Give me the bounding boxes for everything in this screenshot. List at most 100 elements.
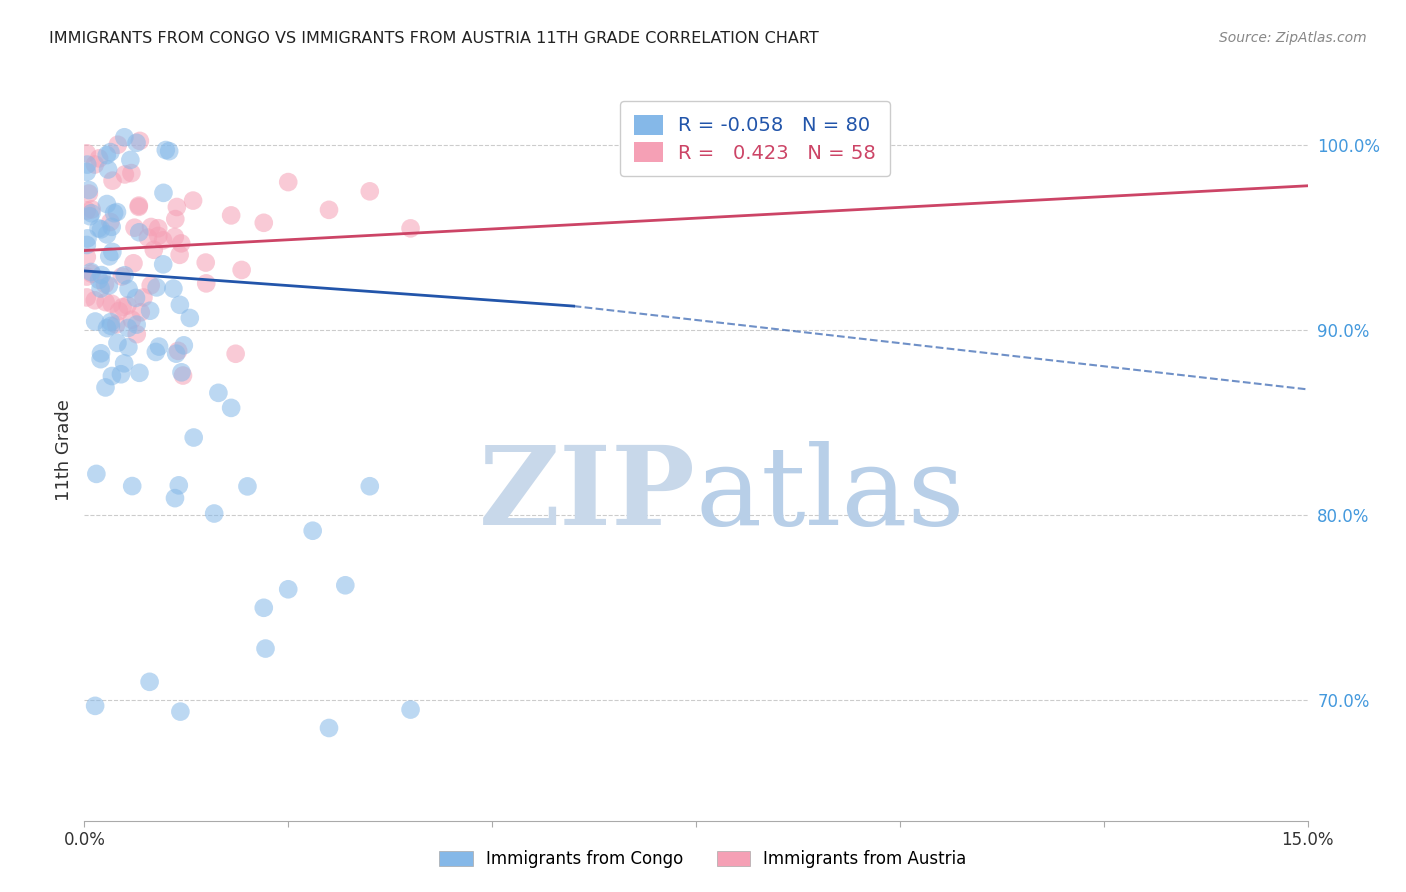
Point [128,134,150,148]
Point [202,507,225,521]
Point [165,212,187,227]
Point [90,268,112,282]
Point [132,290,155,304]
Point [101,174,124,188]
Point [87,221,110,235]
Point [148,228,170,243]
Point [195,277,218,291]
Point [121,479,143,493]
Point [165,346,187,360]
Point [169,298,191,312]
Point [101,244,124,259]
Point [277,175,299,189]
Text: atlas: atlas [696,442,966,549]
Point [96,197,118,211]
Point [145,280,167,294]
Point [94,295,117,310]
Point [138,674,160,689]
Point [155,143,177,157]
Point [76,290,98,304]
Point [105,205,128,219]
Point [76,158,98,172]
Point [76,203,98,218]
Point [142,243,165,257]
Point [152,233,174,247]
Point [301,524,323,538]
Point [152,257,174,271]
Point [94,277,117,292]
Point [359,185,381,199]
Point [96,227,118,242]
Point [117,298,139,312]
Text: Source: ZipAtlas.com: Source: ZipAtlas.com [1219,31,1367,45]
Point [236,479,259,493]
Point [100,219,122,234]
Point [163,230,186,244]
Point [79,209,101,223]
Point [80,267,103,281]
Point [129,305,152,319]
Point [87,152,110,166]
Point [90,222,112,236]
Point [162,282,184,296]
Point [100,315,122,329]
Point [96,148,118,162]
Point [76,238,98,252]
Point [399,221,422,235]
Point [125,327,148,342]
Point [94,380,117,394]
Point [169,248,191,262]
Point [77,186,100,201]
Point [120,166,142,180]
Text: IMMIGRANTS FROM CONGO VS IMMIGRANTS FROM AUSTRIA 11TH GRADE CORRELATION CHART: IMMIGRANTS FROM CONGO VS IMMIGRANTS FROM… [49,31,818,46]
Point [207,385,229,400]
Point [139,219,162,234]
Point [145,345,167,359]
Point [83,157,105,171]
Point [80,206,103,220]
Point [399,703,422,717]
Point [112,130,135,145]
Point [100,145,122,160]
Point [111,300,134,314]
Point [107,137,129,152]
Point [84,314,107,328]
Point [194,255,217,269]
Point [121,312,143,326]
Point [148,340,170,354]
Point [76,269,98,284]
Point [318,202,340,217]
Point [139,278,162,293]
Point [111,269,134,284]
Point [167,343,190,358]
Point [136,230,159,244]
Point [114,168,136,182]
Point [172,368,194,383]
Point [100,297,122,311]
Point [84,698,107,713]
Point [139,303,162,318]
Point [277,582,299,597]
Point [163,491,186,505]
Point [76,165,98,179]
Point [86,467,108,481]
Point [183,430,205,444]
Point [181,194,204,208]
Point [112,356,135,370]
Point [219,401,242,415]
Point [114,268,136,283]
Point [359,479,381,493]
Legend: R = -0.058   N = 80, R =   0.423   N = 58: R = -0.058 N = 80, R = 0.423 N = 58 [620,101,890,177]
Point [76,146,98,161]
Point [148,221,170,235]
Point [179,310,201,325]
Point [90,281,112,295]
Point [253,216,276,230]
Point [128,366,150,380]
Point [96,321,118,335]
Text: ZIP: ZIP [479,442,696,549]
Point [97,162,120,177]
Point [231,263,253,277]
Point [225,347,247,361]
Point [108,304,131,318]
